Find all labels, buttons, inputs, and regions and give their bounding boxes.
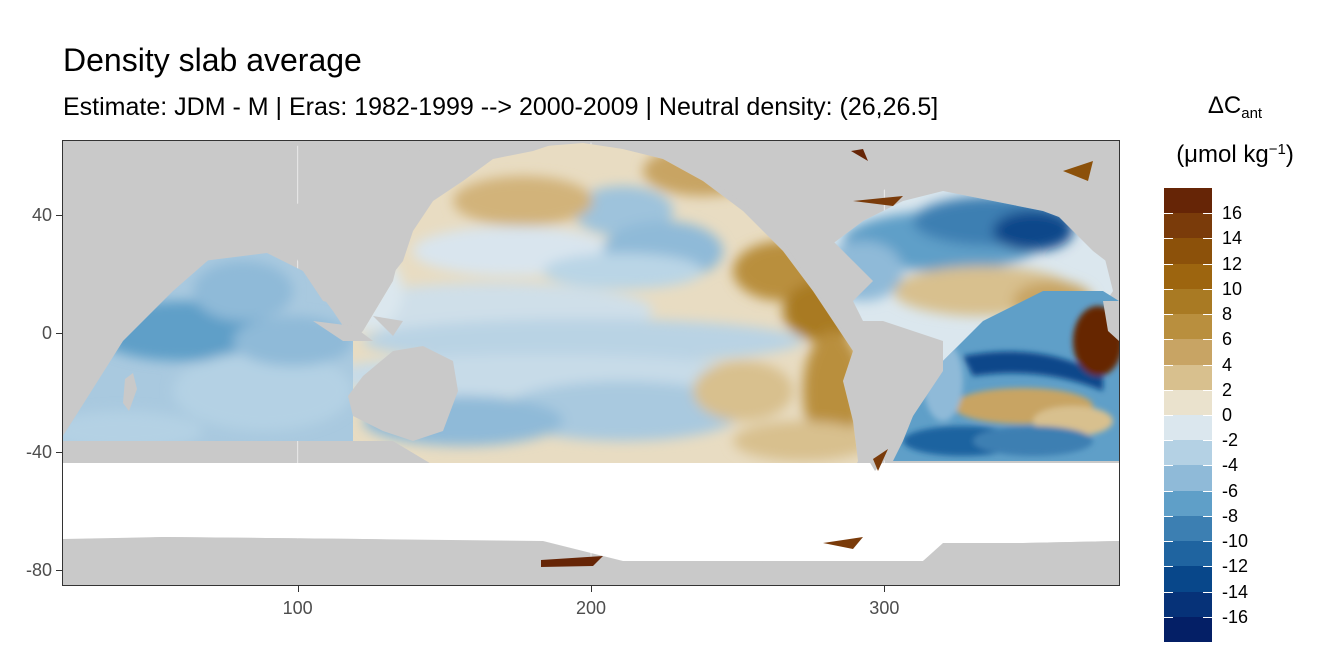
legend-tick bbox=[1164, 365, 1173, 366]
legend-tick bbox=[1164, 289, 1173, 290]
chart-title: Density slab average bbox=[63, 42, 362, 78]
y-tick-label: 0 bbox=[41, 323, 52, 344]
legend-tick bbox=[1164, 213, 1173, 214]
legend-swatch bbox=[1164, 339, 1212, 366]
strong-positive-patches bbox=[541, 149, 1093, 567]
legend-tick bbox=[1164, 566, 1173, 567]
legend-tick bbox=[1164, 592, 1173, 593]
legend-label: -6 bbox=[1222, 480, 1239, 501]
legend-unit-prefix: (μmol kg bbox=[1176, 141, 1269, 168]
legend-tick bbox=[1164, 491, 1173, 492]
legend-tick bbox=[1164, 541, 1173, 542]
legend-label: 10 bbox=[1222, 278, 1243, 299]
legend-swatch bbox=[1164, 440, 1212, 466]
legend-label: 8 bbox=[1222, 304, 1233, 325]
legend-tick bbox=[1164, 465, 1173, 466]
legend-swatch bbox=[1164, 541, 1212, 567]
legend-tick bbox=[1164, 238, 1173, 239]
legend-tick bbox=[1203, 238, 1212, 239]
legend-tick bbox=[1203, 617, 1212, 618]
legend-label: -4 bbox=[1222, 455, 1239, 476]
y-tick-label: -40 bbox=[25, 441, 52, 462]
legend-swatch bbox=[1164, 515, 1212, 542]
legend-swatch bbox=[1164, 314, 1212, 340]
legend-tick bbox=[1203, 365, 1212, 366]
legend-swatch bbox=[1164, 465, 1212, 492]
y-tick-label: 40 bbox=[31, 205, 52, 225]
legend-swatch bbox=[1164, 389, 1212, 416]
legend-tick bbox=[1164, 314, 1173, 315]
legend-swatch bbox=[1164, 364, 1212, 391]
legend-tick bbox=[1203, 440, 1212, 441]
legend-colorbar bbox=[1164, 188, 1212, 643]
map-canvas bbox=[63, 141, 1119, 585]
legend-label: 12 bbox=[1222, 253, 1243, 274]
y-tick-mark bbox=[56, 215, 62, 216]
y-tick-label: -80 bbox=[25, 560, 52, 581]
legend-title-sub: ant bbox=[1241, 105, 1263, 122]
legend-unit: (μmol kg−1) bbox=[1150, 132, 1320, 173]
legend-label: 2 bbox=[1222, 379, 1233, 400]
legend-swatch bbox=[1164, 288, 1212, 315]
legend-tick bbox=[1203, 390, 1212, 391]
legend-tick bbox=[1164, 516, 1173, 517]
legend-title: ΔCant (μmol kg−1) bbox=[1150, 88, 1320, 173]
legend-swatch bbox=[1164, 188, 1212, 214]
legend-title-symbol: ΔCant bbox=[1150, 88, 1320, 132]
x-tick-mark bbox=[591, 586, 592, 592]
legend-swatch bbox=[1164, 566, 1212, 593]
legend-tick bbox=[1203, 264, 1212, 265]
x-tick-mark bbox=[298, 586, 299, 592]
legend-label: -16 bbox=[1222, 606, 1249, 627]
legend-tick bbox=[1203, 314, 1212, 315]
x-tick-label: 200 bbox=[575, 598, 607, 618]
legend-tick bbox=[1164, 264, 1173, 265]
legend-tick bbox=[1164, 440, 1173, 441]
legend-swatch bbox=[1164, 263, 1212, 290]
legend-tick bbox=[1203, 289, 1212, 290]
legend-swatch bbox=[1164, 213, 1212, 239]
legend-unit-sup: −1 bbox=[1268, 141, 1286, 158]
legend-swatch bbox=[1164, 490, 1212, 517]
legend-tick bbox=[1164, 339, 1173, 340]
y-tick-mark bbox=[56, 452, 62, 453]
legend-label: 6 bbox=[1222, 329, 1233, 350]
legend-label: -8 bbox=[1222, 505, 1239, 526]
legend-tick bbox=[1203, 213, 1212, 214]
legend-label: 4 bbox=[1222, 354, 1233, 375]
legend-tick bbox=[1203, 592, 1212, 593]
legend-swatch bbox=[1164, 238, 1212, 265]
y-tick-mark bbox=[56, 570, 62, 571]
legend-tick bbox=[1203, 566, 1212, 567]
legend-tick bbox=[1203, 415, 1212, 416]
legend-label: -14 bbox=[1222, 581, 1249, 602]
legend-tick bbox=[1164, 390, 1173, 391]
legend-tick bbox=[1164, 617, 1173, 618]
legend-swatch bbox=[1164, 616, 1212, 643]
legend-tick bbox=[1164, 415, 1173, 416]
legend-tick bbox=[1203, 465, 1212, 466]
legend-label: -12 bbox=[1222, 556, 1249, 577]
legend-tick bbox=[1203, 339, 1212, 340]
legend-label: 14 bbox=[1222, 228, 1243, 249]
legend-label: -2 bbox=[1222, 430, 1239, 451]
no-data-band bbox=[63, 463, 1119, 561]
x-tick-label: 100 bbox=[282, 598, 313, 618]
map-panel bbox=[62, 140, 1120, 586]
y-tick-mark bbox=[56, 333, 62, 334]
legend-label: -10 bbox=[1222, 531, 1249, 552]
legend-label: 16 bbox=[1222, 203, 1243, 224]
legend-title-main: ΔC bbox=[1207, 92, 1242, 119]
x-tick-mark bbox=[884, 586, 885, 592]
legend-tick bbox=[1203, 541, 1212, 542]
legend-label: 0 bbox=[1222, 405, 1233, 425]
legend-unit-suffix: ) bbox=[1285, 141, 1294, 168]
legend-tick bbox=[1203, 516, 1212, 517]
x-tick-label: 300 bbox=[869, 598, 900, 618]
legend-tick bbox=[1203, 491, 1212, 492]
legend-swatch bbox=[1164, 591, 1212, 618]
legend-swatch bbox=[1164, 415, 1212, 441]
chart-subtitle: Estimate: JDM - M | Eras: 1982-1999 --> … bbox=[63, 93, 939, 121]
